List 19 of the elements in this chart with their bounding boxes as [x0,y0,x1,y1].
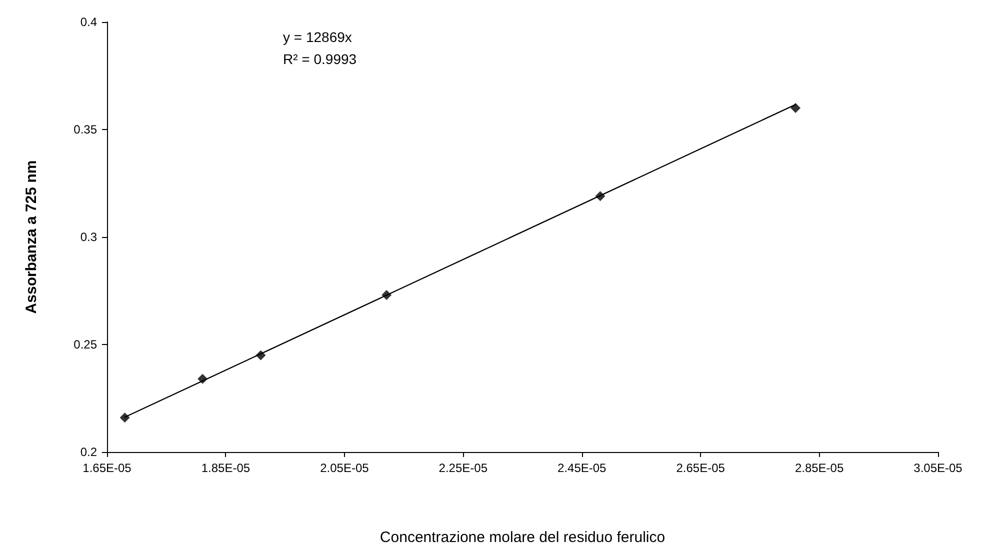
x-tick-label: 1.85E-05 [201,461,250,475]
x-tick-label: 2.85E-05 [794,461,844,475]
point [790,103,801,113]
y-tick-label: 0.3 [80,230,98,244]
x-tick-label: 2.25E-05 [438,461,488,475]
x-tick-label: 2.05E-05 [320,461,370,475]
x-tick-label: 1.65E-05 [82,461,132,475]
annotation: R² = 0.9993 [283,51,357,67]
x-tick-label: 3.05E-05 [914,461,963,475]
y-tick-label: 0.2 [80,445,98,459]
y-tick-label: 0.25 [74,338,98,352]
annotation: y = 12869x [283,29,352,45]
x-axis-title: Concentrazione molare del residuo ferulico [380,529,666,546]
x-tick-label: 2.45E-05 [558,461,607,475]
x-tick-label: 2.65E-05 [676,461,726,475]
y-axis-title: Assorbanza a 725 nm [23,160,40,314]
y-tick-label: 0.35 [74,122,98,136]
y-tick-label: 0.4 [80,15,98,29]
point [120,412,130,423]
